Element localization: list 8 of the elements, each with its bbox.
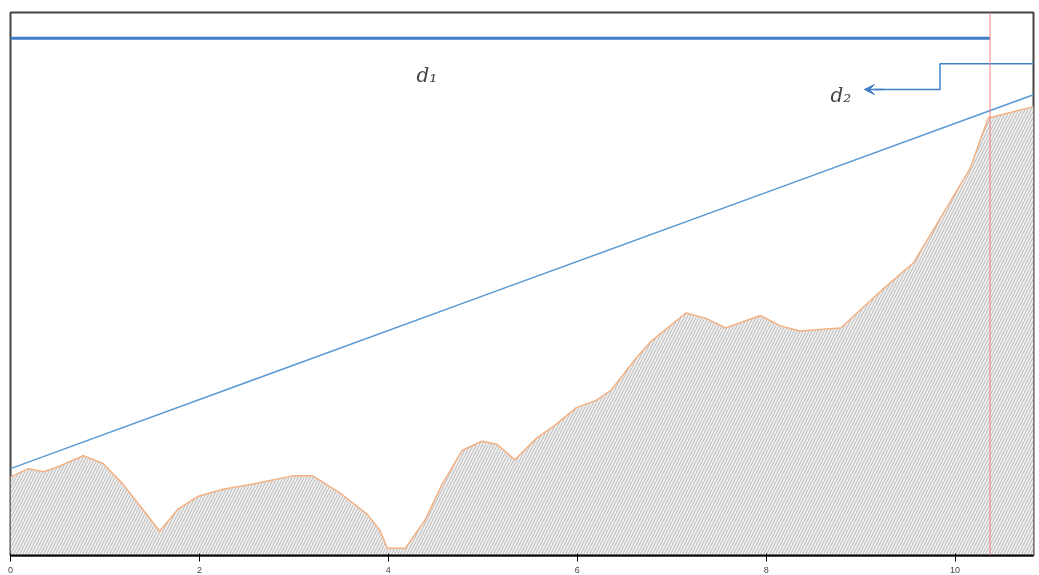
x-tick-label: 4 — [385, 564, 391, 575]
annotation: d₂ — [830, 82, 852, 107]
x-tick-label: 8 — [763, 564, 769, 575]
x-tick-label: 0 — [8, 564, 14, 575]
x-tick-label: 10 — [950, 564, 961, 575]
annotation: d₁ — [416, 62, 438, 87]
x-tick-label: 6 — [574, 564, 580, 575]
x-tick-label: 2 — [196, 564, 202, 575]
